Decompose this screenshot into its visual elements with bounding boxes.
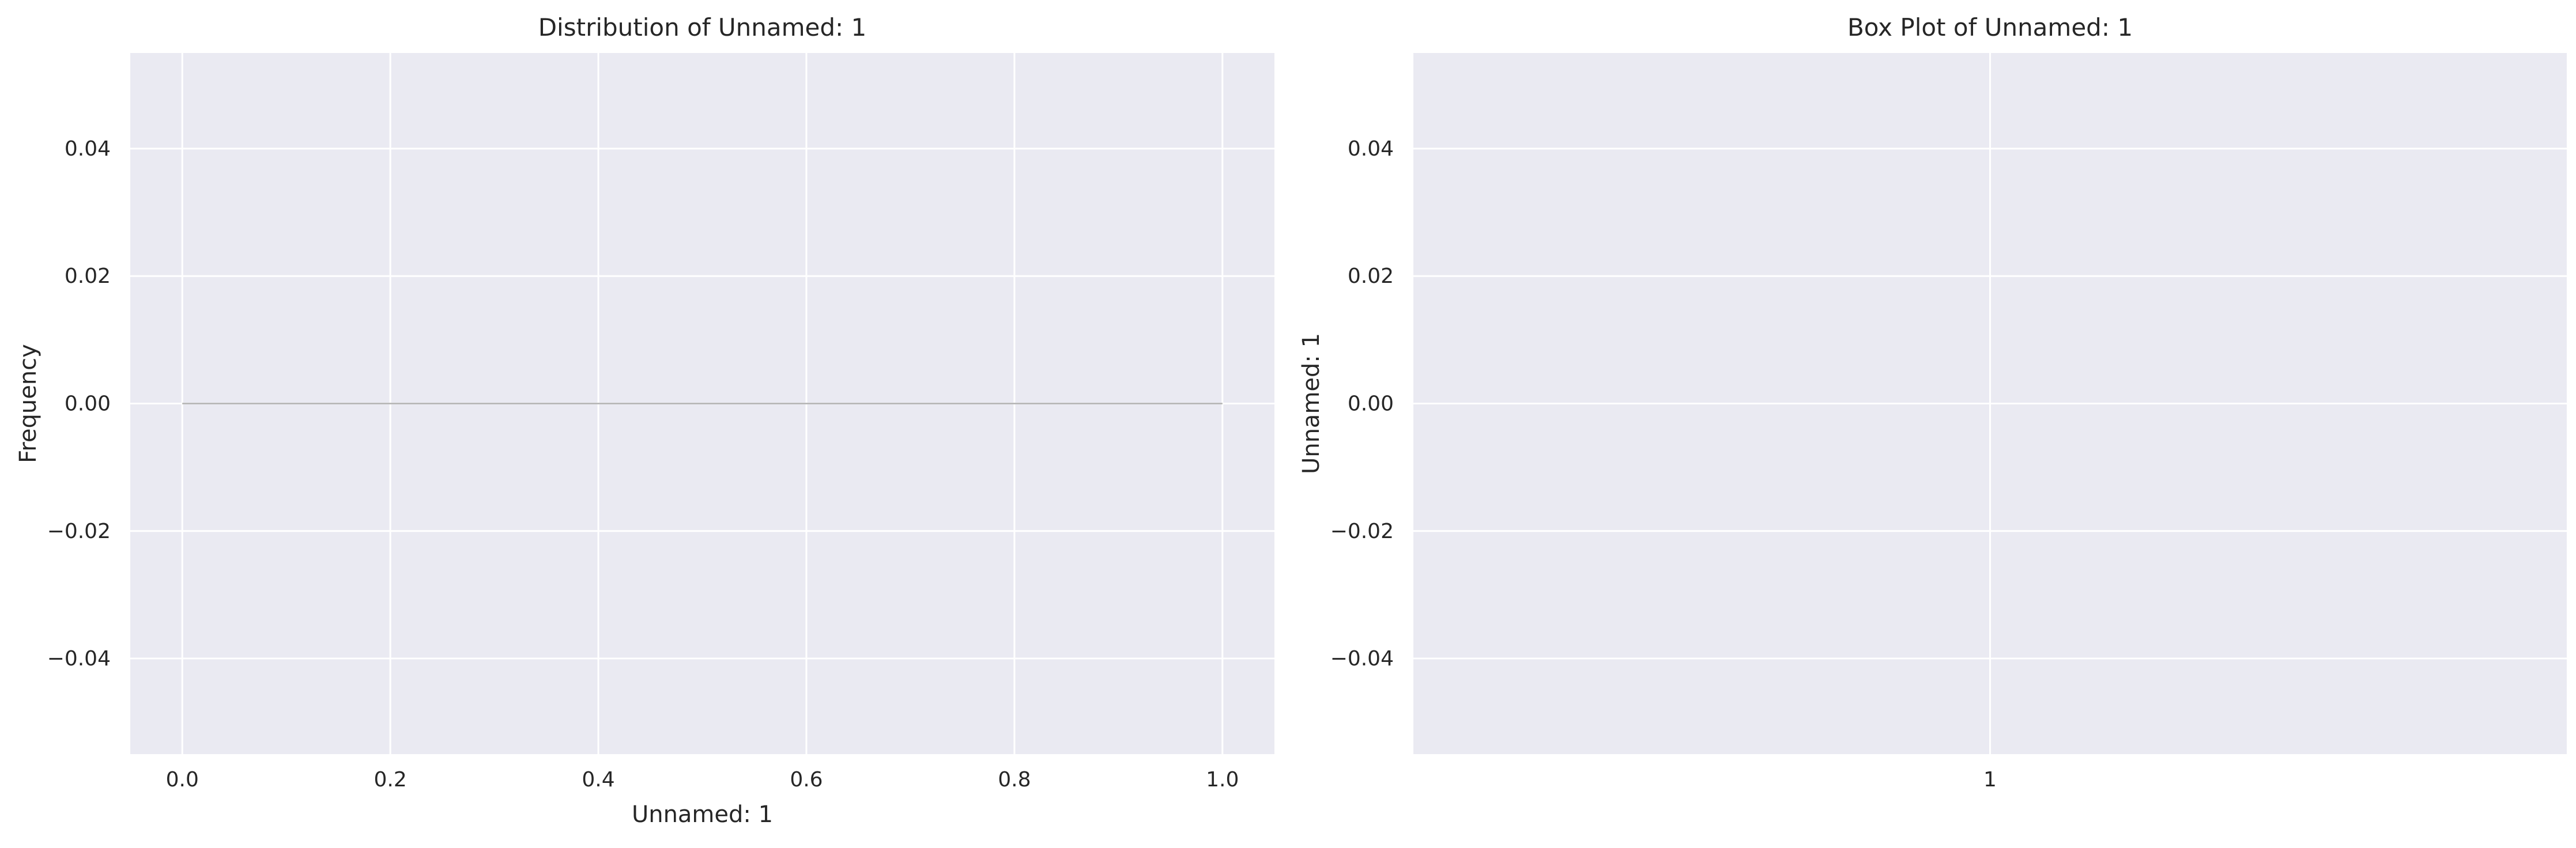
histogram-y-tick-label: 0.04 — [65, 137, 111, 161]
boxplot-y-ticks: −0.04 −0.02 0.00 0.02 0.04 — [1330, 137, 1394, 671]
boxplot-grid — [1413, 53, 2567, 754]
histogram-y-ticks: −0.04 −0.02 0.00 0.02 0.04 — [47, 137, 111, 671]
boxplot-y-tick-label: −0.02 — [1330, 520, 1394, 543]
histogram-x-ticks: 0.0 0.2 0.4 0.6 0.8 1.0 — [166, 768, 1239, 792]
boxplot-y-tick-label: 0.04 — [1348, 137, 1394, 161]
boxplot-y-axis-label: Unnamed: 1 — [1298, 333, 1325, 474]
histogram-y-tick-label: 0.00 — [65, 392, 111, 416]
boxplot-y-tick-label: −0.04 — [1330, 647, 1394, 671]
boxplot-y-tick-label: 0.02 — [1348, 264, 1394, 288]
boxplot-x-ticks: 1 — [1983, 768, 1997, 792]
boxplot-x-tick-label: 1 — [1983, 768, 1997, 792]
histogram-x-tick-label: 1.0 — [1206, 768, 1239, 792]
boxplot-panel: 1 −0.04 −0.02 0.00 0.02 0.04 Box Plot of Unn… — [1298, 13, 2567, 792]
boxplot-y-tick-label: 0.00 — [1348, 392, 1394, 416]
histogram-y-tick-label: 0.02 — [65, 264, 111, 288]
boxplot-title: Box Plot of Unnamed: 1 — [1847, 13, 2133, 41]
histogram-x-tick-label: 0.2 — [374, 768, 407, 792]
histogram-x-tick-label: 0.6 — [790, 768, 823, 792]
histogram-x-tick-label: 0.8 — [998, 768, 1031, 792]
histogram-y-tick-label: −0.02 — [47, 520, 111, 543]
histogram-x-tick-label: 0.0 — [166, 768, 199, 792]
histogram-panel: 0.0 0.2 0.4 0.6 0.8 1.0 −0.04 −0.02 0.00 0.02 0.0… — [15, 13, 1274, 828]
histogram-y-axis-label: Frequency — [15, 344, 42, 463]
histogram-title: Distribution of Unnamed: 1 — [538, 13, 867, 41]
histogram-y-tick-label: −0.04 — [47, 647, 111, 671]
histogram-x-tick-label: 0.4 — [582, 768, 614, 792]
histogram-x-axis-label: Unnamed: 1 — [632, 801, 773, 828]
